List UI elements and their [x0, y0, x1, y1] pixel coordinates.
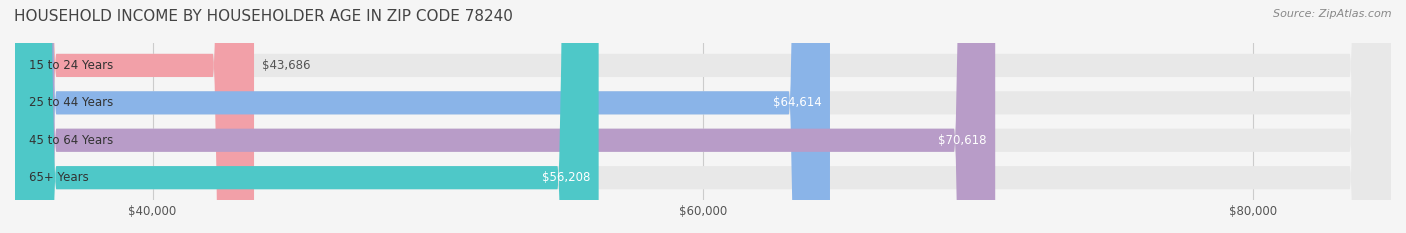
FancyBboxPatch shape [15, 0, 1391, 233]
Text: 65+ Years: 65+ Years [28, 171, 89, 184]
Text: $70,618: $70,618 [938, 134, 987, 147]
FancyBboxPatch shape [15, 0, 599, 233]
Text: $43,686: $43,686 [263, 59, 311, 72]
Text: $64,614: $64,614 [773, 96, 821, 109]
FancyBboxPatch shape [15, 0, 254, 233]
Text: Source: ZipAtlas.com: Source: ZipAtlas.com [1274, 9, 1392, 19]
Text: 15 to 24 Years: 15 to 24 Years [28, 59, 112, 72]
FancyBboxPatch shape [15, 0, 995, 233]
Text: HOUSEHOLD INCOME BY HOUSEHOLDER AGE IN ZIP CODE 78240: HOUSEHOLD INCOME BY HOUSEHOLDER AGE IN Z… [14, 9, 513, 24]
FancyBboxPatch shape [15, 0, 830, 233]
FancyBboxPatch shape [15, 0, 1391, 233]
Text: $56,208: $56,208 [543, 171, 591, 184]
Text: 45 to 64 Years: 45 to 64 Years [28, 134, 112, 147]
FancyBboxPatch shape [15, 0, 1391, 233]
Text: 25 to 44 Years: 25 to 44 Years [28, 96, 112, 109]
FancyBboxPatch shape [15, 0, 1391, 233]
